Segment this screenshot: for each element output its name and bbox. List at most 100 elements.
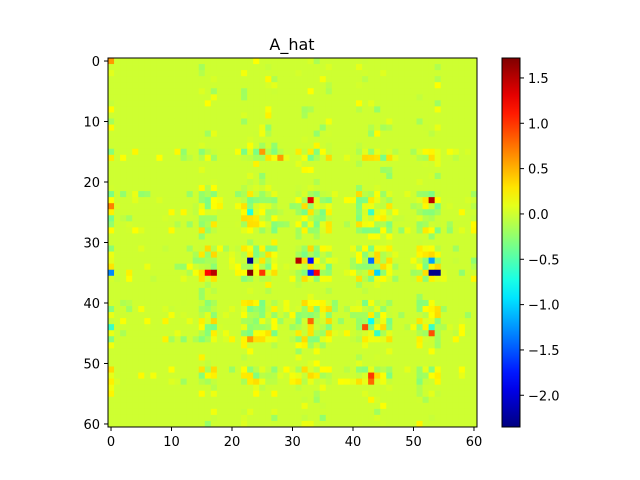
heatmap-cell [174,191,181,198]
heatmap-cell [210,118,218,125]
heatmap-cell [319,191,327,198]
heatmap-cell [410,360,417,367]
heatmap-cell [337,269,345,277]
heatmap-cell [210,420,218,428]
heatmap-cell [144,390,151,398]
heatmap-cell [325,263,333,271]
heatmap-cell [120,94,127,101]
heatmap-cell [422,293,430,301]
heatmap-cell [108,64,115,71]
heatmap-cell [210,221,218,228]
heatmap-cell [210,166,218,174]
heatmap-cell [440,348,448,355]
heatmap-cell [216,209,224,216]
heatmap-cell [138,384,145,392]
heatmap-cell [114,251,121,259]
heatmap-cell [277,318,284,325]
heatmap-cell [428,281,436,289]
heatmap-cell [162,390,169,398]
heatmap-cell [120,130,127,138]
heatmap-cell [440,245,448,252]
heatmap-cell [470,239,478,246]
heatmap-cell [325,281,333,289]
heatmap-cell [392,293,399,301]
heatmap-cell [204,166,212,174]
heatmap-cell [277,203,284,210]
heatmap-cell [114,360,121,367]
heatmap-cell [295,142,302,150]
heatmap-cell [368,287,375,295]
heatmap-cell [216,342,224,349]
heatmap-cell [283,330,290,337]
heatmap-cell [404,124,411,131]
heatmap-cell [168,354,175,361]
heatmap-cell [126,209,133,216]
heatmap-cell [295,384,302,392]
heatmap-cell [374,118,381,125]
heatmap-cell [126,160,133,168]
heatmap-cell [144,336,151,343]
heatmap-cell [120,251,127,259]
heatmap-cell [271,293,278,301]
heatmap-cell [295,324,302,331]
heatmap-cell [180,293,188,301]
heatmap-cell [307,227,315,234]
heatmap-cell [325,227,333,234]
heatmap-cell [301,160,309,168]
heatmap-cell [228,299,236,307]
heatmap-cell [307,390,315,398]
heatmap-cell [368,239,375,246]
heatmap-cell [271,76,278,83]
heatmap-cell [458,408,466,416]
heatmap-cell [198,384,206,392]
heatmap-cell [337,191,345,198]
heatmap-cell [446,106,454,113]
heatmap-cell [222,299,230,307]
heatmap-cell [222,124,230,131]
heatmap-cell [283,112,290,119]
heatmap-cell [259,94,266,101]
heatmap-cell [386,293,393,301]
heatmap-cell [192,372,200,380]
heatmap-cell [446,275,454,283]
heatmap-cell [277,76,284,83]
heatmap-cell [398,233,405,240]
heatmap-cell [404,88,411,95]
heatmap-cell [349,330,357,337]
heatmap-cell [434,336,442,343]
heatmap-cell [156,384,163,392]
heatmap-cell [247,197,254,204]
heatmap-cell [343,70,351,77]
heatmap-cell [362,88,369,95]
heatmap-cell [386,299,393,307]
heatmap-cell [222,239,230,246]
heatmap-cell [259,160,266,168]
heatmap-cell [198,166,206,174]
heatmap-cell [362,414,369,422]
heatmap-cell [186,366,194,373]
heatmap-cell [198,124,206,131]
heatmap-cell [386,318,393,325]
heatmap-cell [180,148,188,156]
heatmap-cell [132,118,139,125]
heatmap-cell [126,330,133,337]
heatmap-cell [319,58,327,65]
heatmap-cell [186,318,194,325]
heatmap-cell [132,191,139,198]
heatmap-cell [150,233,157,240]
heatmap-cell [114,58,121,65]
heatmap-cell [108,148,115,156]
heatmap-cell [180,209,188,216]
heatmap-cell [114,396,121,404]
heatmap-cell [295,197,302,204]
heatmap-cell [416,366,423,373]
heatmap-cell [114,336,121,343]
heatmap-cell [368,312,375,319]
heatmap-cell [204,178,212,186]
heatmap-cell [416,396,423,404]
heatmap-cell [180,342,188,349]
heatmap-cell [452,312,460,319]
heatmap-cell [349,372,357,380]
heatmap-cell [452,233,460,240]
heatmap-cell [259,233,266,240]
